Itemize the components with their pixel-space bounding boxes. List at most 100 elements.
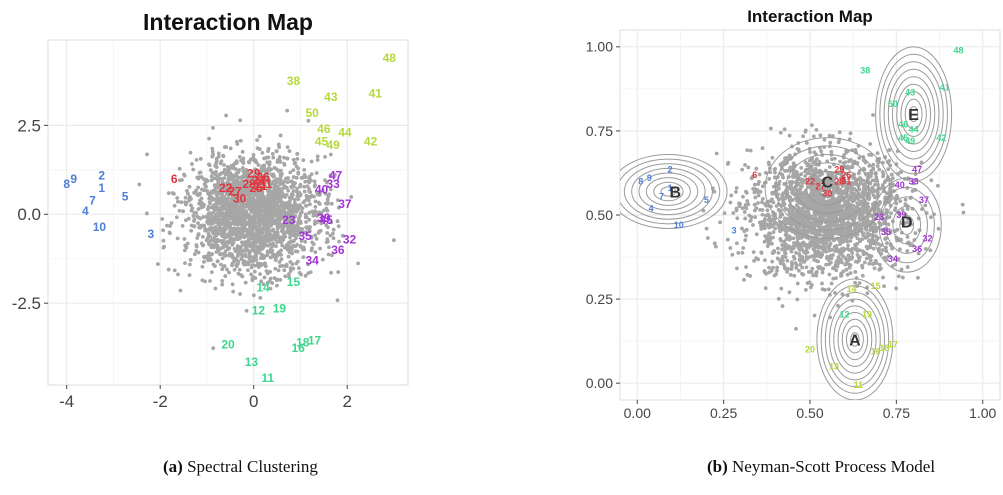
chart-title: Interaction Map xyxy=(143,9,313,35)
background-point xyxy=(840,292,845,297)
background-point xyxy=(899,230,904,235)
background-point xyxy=(225,220,230,225)
background-point xyxy=(778,130,783,135)
node-label: 50 xyxy=(305,106,319,120)
background-point xyxy=(847,227,852,232)
y-tick-label: 0.75 xyxy=(586,123,613,139)
background-point xyxy=(905,265,910,269)
background-point xyxy=(296,221,301,225)
background-point xyxy=(249,174,254,179)
background-point xyxy=(195,236,200,240)
background-point xyxy=(768,222,773,227)
node-label: 4 xyxy=(82,204,89,218)
background-point xyxy=(734,189,738,194)
background-point xyxy=(852,228,857,233)
background-point xyxy=(223,274,228,278)
background-point xyxy=(916,275,920,280)
background-point xyxy=(764,223,769,228)
background-point xyxy=(315,220,319,225)
background-point xyxy=(200,264,205,269)
background-point xyxy=(801,259,806,264)
background-point xyxy=(783,156,787,161)
background-point xyxy=(308,202,312,207)
background-point xyxy=(862,167,867,172)
background-point xyxy=(283,274,288,279)
background-point xyxy=(795,203,799,208)
node-label: 29 xyxy=(247,167,261,181)
background-point xyxy=(797,224,802,229)
background-point xyxy=(868,142,873,146)
background-point xyxy=(317,202,322,206)
node-label: 46 xyxy=(898,119,908,129)
background-point xyxy=(325,197,330,202)
background-point xyxy=(850,217,855,222)
background-point xyxy=(844,267,849,272)
background-point xyxy=(207,200,212,205)
background-point xyxy=(887,148,892,152)
background-point xyxy=(280,171,284,176)
node-label: 47 xyxy=(912,165,922,175)
background-point xyxy=(178,288,183,293)
background-point xyxy=(226,196,231,200)
background-point xyxy=(772,273,777,278)
background-point xyxy=(803,287,808,292)
background-point xyxy=(292,223,296,228)
background-point xyxy=(280,243,285,248)
background-point xyxy=(321,220,325,224)
background-point xyxy=(231,196,235,200)
background-point xyxy=(253,158,258,162)
background-point xyxy=(210,154,215,159)
background-point xyxy=(913,231,918,236)
background-point xyxy=(216,154,221,159)
background-point xyxy=(845,171,849,176)
background-point xyxy=(291,189,296,193)
background-point xyxy=(216,222,221,227)
background-point xyxy=(209,174,214,179)
background-point xyxy=(756,201,760,205)
background-point xyxy=(260,229,265,234)
background-point xyxy=(900,208,905,212)
background-point xyxy=(754,206,759,211)
background-point xyxy=(791,245,796,250)
background-point xyxy=(235,142,240,146)
background-point xyxy=(864,227,869,232)
background-point xyxy=(826,287,831,292)
background-point xyxy=(815,175,819,179)
background-point xyxy=(259,252,264,257)
background-point xyxy=(215,237,220,242)
background-point xyxy=(847,159,851,164)
background-point xyxy=(841,213,846,218)
node-label: 40 xyxy=(315,183,329,197)
background-point xyxy=(315,158,320,162)
background-point xyxy=(323,154,327,159)
background-point xyxy=(858,178,863,183)
background-point xyxy=(911,181,916,186)
background-point xyxy=(314,236,319,241)
background-point xyxy=(257,261,262,266)
background-point xyxy=(254,192,258,197)
node-label: 39 xyxy=(317,211,331,225)
background-point xyxy=(796,227,801,232)
background-point xyxy=(794,196,798,201)
background-point xyxy=(213,203,217,208)
background-point xyxy=(262,156,267,161)
background-point xyxy=(817,159,822,164)
background-point xyxy=(286,188,291,193)
background-point xyxy=(903,197,908,202)
background-point xyxy=(888,230,893,235)
background-point xyxy=(825,222,830,227)
background-point xyxy=(156,262,160,266)
background-point xyxy=(280,208,284,213)
background-point xyxy=(830,185,834,189)
background-point xyxy=(853,243,858,248)
node-label: 16 xyxy=(871,346,881,356)
background-point xyxy=(267,202,272,207)
background-point xyxy=(224,113,229,118)
background-point xyxy=(808,150,812,155)
background-point xyxy=(802,200,806,205)
background-point xyxy=(221,231,226,235)
background-point xyxy=(324,201,328,206)
background-point xyxy=(848,263,853,268)
x-tick-label: -4 xyxy=(59,392,74,411)
